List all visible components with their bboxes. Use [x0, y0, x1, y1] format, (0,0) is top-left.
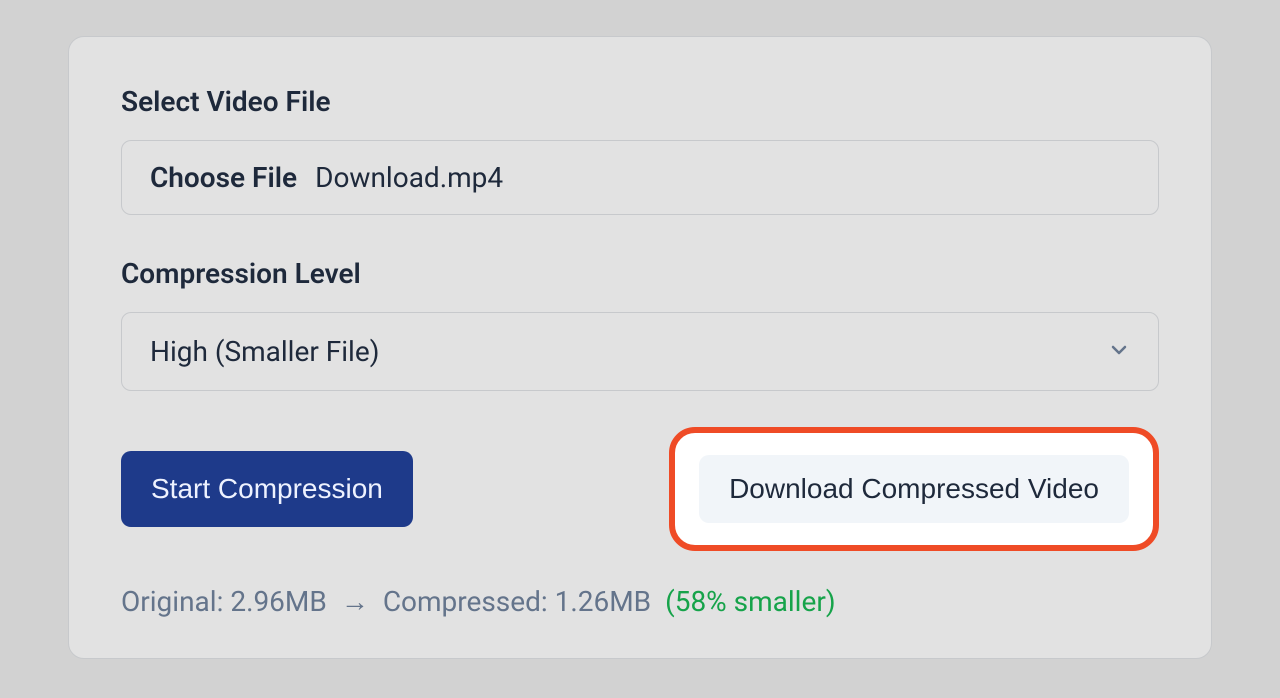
compression-card: Select Video File Choose File Download.m…: [68, 36, 1212, 659]
choose-file-button-label: Choose File: [150, 161, 297, 194]
download-highlight-box: Download Compressed Video: [669, 427, 1159, 551]
savings-percent: (58% smaller): [665, 585, 835, 618]
compression-level-select-wrap: High (Smaller File): [121, 312, 1159, 391]
arrow-icon: →: [341, 585, 369, 618]
compression-stats: Original: 2.96MB → Compressed: 1.26MB (5…: [121, 585, 1159, 618]
compression-level-label: Compression Level: [121, 257, 1159, 290]
file-input[interactable]: Choose File Download.mp4: [121, 140, 1159, 215]
button-row: Start Compression Download Compressed Vi…: [121, 427, 1159, 551]
original-size: Original: 2.96MB: [121, 585, 327, 618]
compression-level-select[interactable]: High (Smaller File): [121, 312, 1159, 391]
selected-filename: Download.mp4: [315, 161, 503, 194]
compressed-size: Compressed: 1.26MB: [383, 585, 651, 618]
download-compressed-button[interactable]: Download Compressed Video: [699, 455, 1129, 523]
start-compression-button[interactable]: Start Compression: [121, 451, 413, 527]
select-file-label: Select Video File: [121, 85, 1159, 118]
